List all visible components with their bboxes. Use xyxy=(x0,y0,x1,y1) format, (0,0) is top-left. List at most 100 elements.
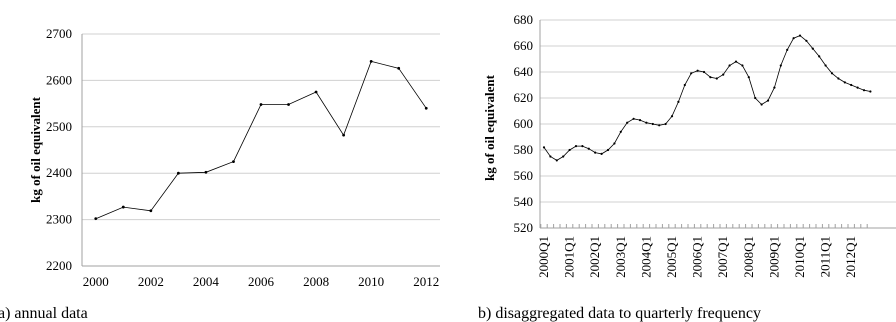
data-point xyxy=(369,59,373,63)
data-point xyxy=(715,77,718,80)
data-point xyxy=(766,99,770,102)
data-point xyxy=(702,70,706,74)
data-point xyxy=(670,115,674,118)
data-point xyxy=(869,90,872,93)
x-tick-label: 2000Q1 xyxy=(536,236,551,278)
data-point xyxy=(658,124,661,127)
x-tick-label: 2003Q1 xyxy=(613,236,628,278)
x-tick-label: 2012 xyxy=(413,274,439,289)
data-point xyxy=(798,34,802,37)
x-tick-label: 2011Q1 xyxy=(818,236,833,277)
x-tick-label: 2006 xyxy=(248,274,275,289)
x-tick-label: 2004Q1 xyxy=(638,236,653,278)
data-point xyxy=(638,119,642,122)
data-point xyxy=(690,72,693,75)
series-line xyxy=(95,60,427,220)
data-point xyxy=(149,209,153,213)
y-tick-label: 540 xyxy=(514,194,534,209)
x-tick-label: 2000 xyxy=(83,274,109,289)
chart-b-quarterly: 520 540 560 580 600 620 640 660 680 2000Q1 2001Q1 2… xyxy=(478,12,896,322)
data-point xyxy=(651,122,654,126)
y-tick-label: 680 xyxy=(514,12,534,27)
data-point xyxy=(555,159,558,162)
data-point xyxy=(587,147,590,150)
data-point xyxy=(232,160,235,164)
data-point xyxy=(811,47,814,50)
y-tick-label: 520 xyxy=(514,220,534,235)
data-point xyxy=(542,146,546,149)
data-point xyxy=(397,66,401,70)
data-point xyxy=(696,69,699,72)
y-tick-label: 580 xyxy=(514,142,534,157)
y-tick-label: 2300 xyxy=(46,212,72,227)
data-point xyxy=(600,152,603,155)
y-tick-label: 2700 xyxy=(46,26,72,41)
data-point xyxy=(613,142,616,145)
y-tick-label: 2200 xyxy=(46,258,72,273)
data-point xyxy=(779,64,782,67)
y-tick-label: 600 xyxy=(514,116,534,131)
x-tick-label: 2010 xyxy=(358,274,384,289)
caption-b: b) disaggregated data to quarterly frequ… xyxy=(478,305,761,322)
data-point xyxy=(722,73,725,76)
data-point xyxy=(424,106,428,110)
x-tick-label: 2009Q1 xyxy=(766,236,781,278)
data-point xyxy=(204,170,208,174)
data-point xyxy=(562,155,565,158)
data-point xyxy=(619,130,622,133)
data-point xyxy=(581,145,584,148)
x-tick-label: 2012Q1 xyxy=(843,236,858,278)
data-point xyxy=(786,48,789,52)
y-tick-label: 2500 xyxy=(46,119,72,134)
y-tick-label: 660 xyxy=(514,38,534,53)
series-line xyxy=(543,35,871,161)
data-point xyxy=(568,148,571,152)
data-point xyxy=(664,122,667,126)
y-axis-label: kg of oil equivalent xyxy=(482,74,497,180)
data-point xyxy=(709,76,712,79)
data-point xyxy=(259,103,263,106)
data-point xyxy=(747,76,750,79)
data-point xyxy=(606,148,610,152)
data-point xyxy=(837,77,840,80)
data-point xyxy=(805,39,808,42)
data-point xyxy=(287,103,290,106)
x-tick-label: 2008Q1 xyxy=(741,236,756,278)
data-point xyxy=(792,37,795,40)
data-point xyxy=(683,83,686,87)
data-point xyxy=(121,205,125,209)
x-tick-label: 2004 xyxy=(193,274,220,289)
x-tick-label: 2002Q1 xyxy=(587,236,602,278)
x-tick-label: 2005Q1 xyxy=(664,236,679,278)
x-tick-label: 2008 xyxy=(303,274,329,289)
data-point xyxy=(677,100,680,103)
x-tick-label: 2006Q1 xyxy=(690,236,705,278)
x-tick-label: 2001Q1 xyxy=(562,236,577,278)
y-tick-label: 2400 xyxy=(46,165,72,180)
x-tick-label: 2007Q1 xyxy=(715,236,730,278)
data-point xyxy=(850,83,853,87)
caption-a: a) annual data xyxy=(0,305,88,322)
data-point xyxy=(734,60,738,63)
data-point xyxy=(645,121,648,124)
x-tick-label: 2002 xyxy=(138,274,164,289)
data-point xyxy=(824,64,827,67)
data-point xyxy=(176,171,180,175)
data-point xyxy=(314,90,318,94)
data-point xyxy=(773,86,776,89)
data-point xyxy=(741,64,744,67)
chart-a-annual: 2200 2300 2400 2500 2600 2700 2000 2002 2004 2006… xyxy=(0,26,440,322)
data-point xyxy=(574,145,578,148)
data-point xyxy=(856,86,859,89)
data-point xyxy=(94,217,98,221)
y-axis-label: kg of oil equivalent xyxy=(28,96,43,202)
data-point xyxy=(549,155,552,158)
data-point xyxy=(632,117,635,120)
data-point xyxy=(843,81,846,84)
data-point xyxy=(818,55,821,58)
data-point xyxy=(830,72,834,75)
data-point xyxy=(728,64,731,67)
data-point xyxy=(626,121,629,124)
data-point xyxy=(342,133,346,137)
